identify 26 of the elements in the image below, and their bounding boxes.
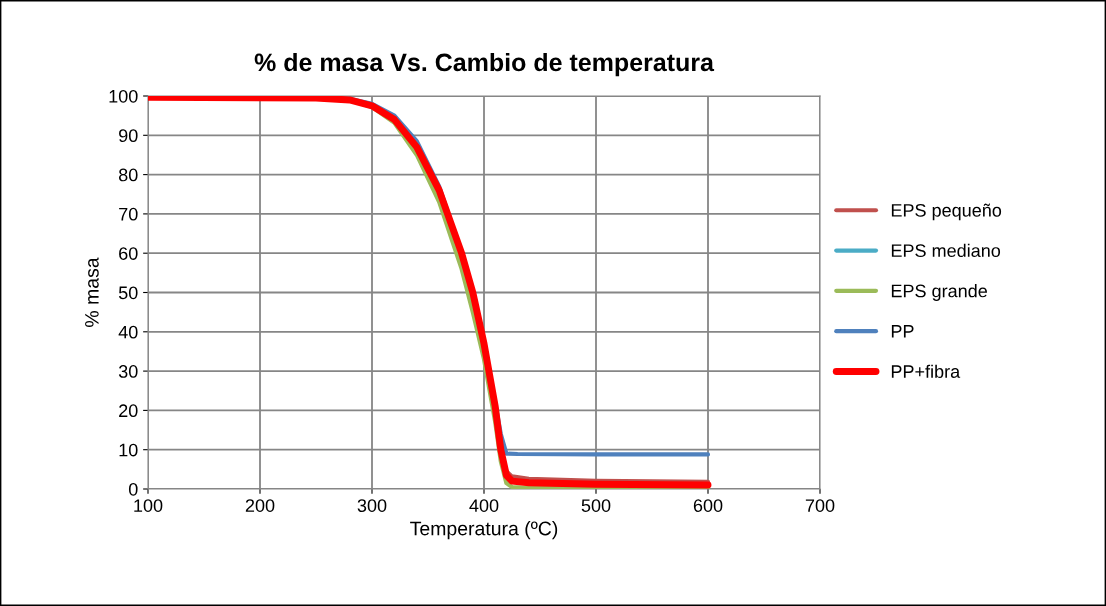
legend-label: EPS mediano <box>891 243 1001 258</box>
chart-title: % de masa Vs. Cambio de temperatura <box>254 52 715 77</box>
x-tick-label: 700 <box>805 499 835 512</box>
legend-label: EPS grande <box>891 284 987 301</box>
x-axis-title: Temperatura (ºC) <box>410 521 558 540</box>
y-tick-label: 20 <box>119 404 138 418</box>
legend-label: PP+fibra <box>891 364 961 378</box>
y-tick-label: 60 <box>119 247 138 260</box>
y-tick-label: 100 <box>109 89 138 103</box>
y-tick-label: 10 <box>119 443 138 457</box>
y-tick-label: 30 <box>118 365 138 378</box>
x-tick-label: 200 <box>245 499 275 512</box>
legend-label: PP <box>891 325 914 338</box>
y-axis-title: % masa <box>85 257 99 327</box>
y-tick-label: 80 <box>118 168 138 182</box>
x-tick-label: 300 <box>357 499 387 512</box>
y-tick-label: 40 <box>118 325 138 339</box>
y-tick-label: 90 <box>119 129 138 143</box>
x-tick-label: 500 <box>581 499 611 512</box>
y-tick-label: 0 <box>128 482 138 496</box>
x-tick-label: 600 <box>693 499 723 512</box>
y-tick-label: 50 <box>118 286 138 300</box>
x-tick-label: 100 <box>134 499 163 512</box>
x-tick-label: 400 <box>469 499 499 512</box>
y-tick-label: 70 <box>119 207 138 221</box>
legend-label: EPS pequeño <box>891 203 1002 221</box>
